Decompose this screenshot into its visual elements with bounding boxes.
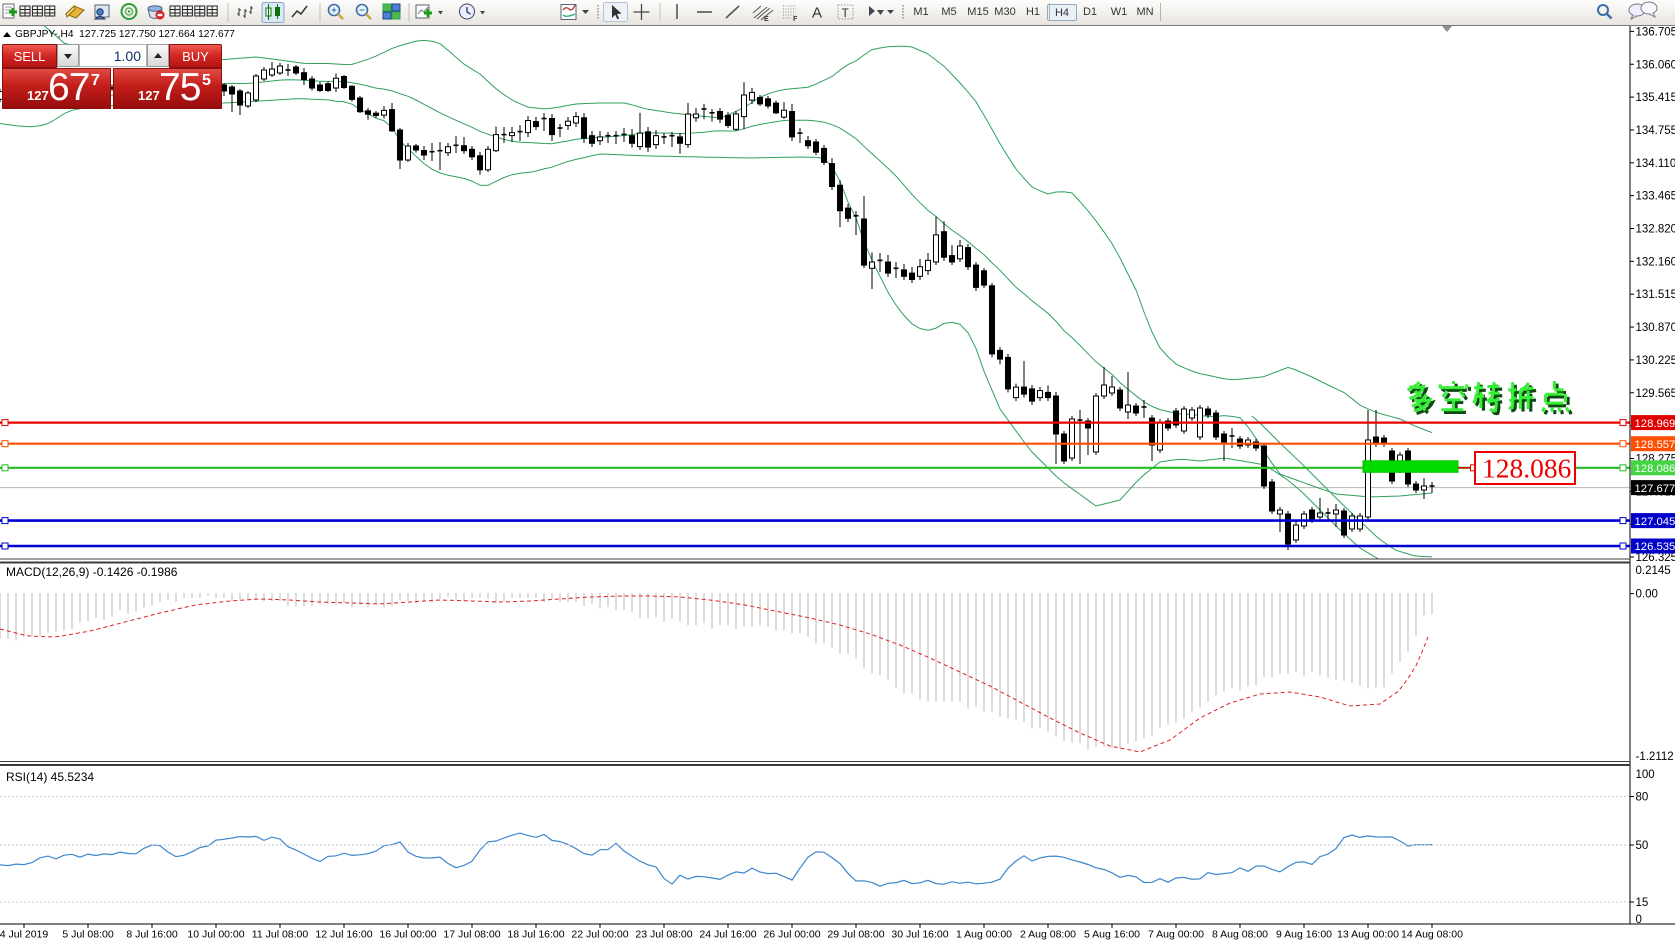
svg-text:E: E (764, 16, 769, 23)
svg-text:15: 15 (1636, 897, 1649, 909)
svg-text:126.325: 126.325 (1636, 552, 1675, 564)
svg-text:128.557: 128.557 (1635, 439, 1675, 451)
svg-text:50: 50 (1636, 840, 1649, 852)
svg-text:10 Jul 00:00: 10 Jul 00:00 (187, 929, 244, 941)
svg-text:134.755: 134.755 (1636, 125, 1675, 137)
svg-text:5 Aug 16:00: 5 Aug 16:00 (1084, 929, 1140, 941)
svg-text:24 Jul 16:00: 24 Jul 16:00 (699, 929, 756, 941)
svg-text:-1.2112: -1.2112 (1636, 751, 1674, 763)
svg-text:128.086: 128.086 (1482, 453, 1571, 484)
svg-text:132.160: 132.160 (1636, 256, 1675, 268)
svg-text:7 Aug 00:00: 7 Aug 00:00 (1148, 929, 1204, 941)
svg-text:9 Aug 16:00: 9 Aug 16:00 (1276, 929, 1332, 941)
svg-text:135.415: 135.415 (1636, 92, 1675, 104)
svg-text:11 Jul 08:00: 11 Jul 08:00 (252, 929, 309, 941)
svg-text:128.086: 128.086 (1635, 463, 1675, 475)
svg-text:136.705: 136.705 (1636, 26, 1675, 38)
svg-text:134.110: 134.110 (1636, 158, 1675, 170)
svg-text:16 Jul 00:00: 16 Jul 00:00 (379, 929, 436, 941)
svg-text:0.2145: 0.2145 (1636, 565, 1671, 577)
svg-text:18 Jul 16:00: 18 Jul 16:00 (507, 929, 564, 941)
svg-text:131.515: 131.515 (1636, 289, 1675, 301)
svg-text:4 Jul 2019: 4 Jul 2019 (0, 929, 48, 941)
svg-text:26 Jul 00:00: 26 Jul 00:00 (763, 929, 820, 941)
svg-text:130.225: 130.225 (1636, 355, 1675, 367)
svg-text:MACD(12,26,9) -0.1426 -0.1986: MACD(12,26,9) -0.1426 -0.1986 (6, 565, 178, 579)
svg-text:23 Jul 08:00: 23 Jul 08:00 (635, 929, 692, 941)
svg-text:127.045: 127.045 (1635, 516, 1675, 528)
svg-text:129.565: 129.565 (1636, 388, 1675, 400)
svg-text:8 Aug 08:00: 8 Aug 08:00 (1212, 929, 1268, 941)
svg-text:5 Jul 08:00: 5 Jul 08:00 (62, 929, 114, 941)
svg-text:2 Aug 08:00: 2 Aug 08:00 (1020, 929, 1076, 941)
svg-text:128.969: 128.969 (1635, 418, 1675, 430)
svg-text:13 Aug 00:00: 13 Aug 00:00 (1337, 929, 1399, 941)
svg-text:0.00: 0.00 (1636, 589, 1658, 601)
svg-text:136.060: 136.060 (1636, 59, 1675, 71)
svg-text:29 Jul 08:00: 29 Jul 08:00 (827, 929, 884, 941)
svg-text:14 Aug 08:00: 14 Aug 08:00 (1401, 929, 1463, 941)
svg-text:12 Jul 16:00: 12 Jul 16:00 (315, 929, 372, 941)
svg-text:132.820: 132.820 (1636, 224, 1675, 236)
svg-text:T: T (842, 6, 850, 20)
svg-text:17 Jul 08:00: 17 Jul 08:00 (443, 929, 500, 941)
svg-text:F: F (793, 16, 798, 23)
svg-text:A: A (812, 5, 822, 22)
svg-text:RSI(14) 45.5234: RSI(14) 45.5234 (6, 770, 94, 784)
svg-text:127.677: 127.677 (1635, 483, 1675, 495)
svg-text:80: 80 (1636, 792, 1649, 804)
svg-text:30 Jul 16:00: 30 Jul 16:00 (891, 929, 948, 941)
svg-text:8 Jul 16:00: 8 Jul 16:00 (126, 929, 178, 941)
svg-text:126.535: 126.535 (1635, 541, 1675, 553)
svg-text:130.870: 130.870 (1636, 322, 1675, 334)
svg-text:1 Aug 00:00: 1 Aug 00:00 (956, 929, 1012, 941)
svg-text:100: 100 (1636, 769, 1655, 781)
svg-text:133.465: 133.465 (1636, 191, 1675, 203)
svg-text:22 Jul 00:00: 22 Jul 00:00 (571, 929, 628, 941)
